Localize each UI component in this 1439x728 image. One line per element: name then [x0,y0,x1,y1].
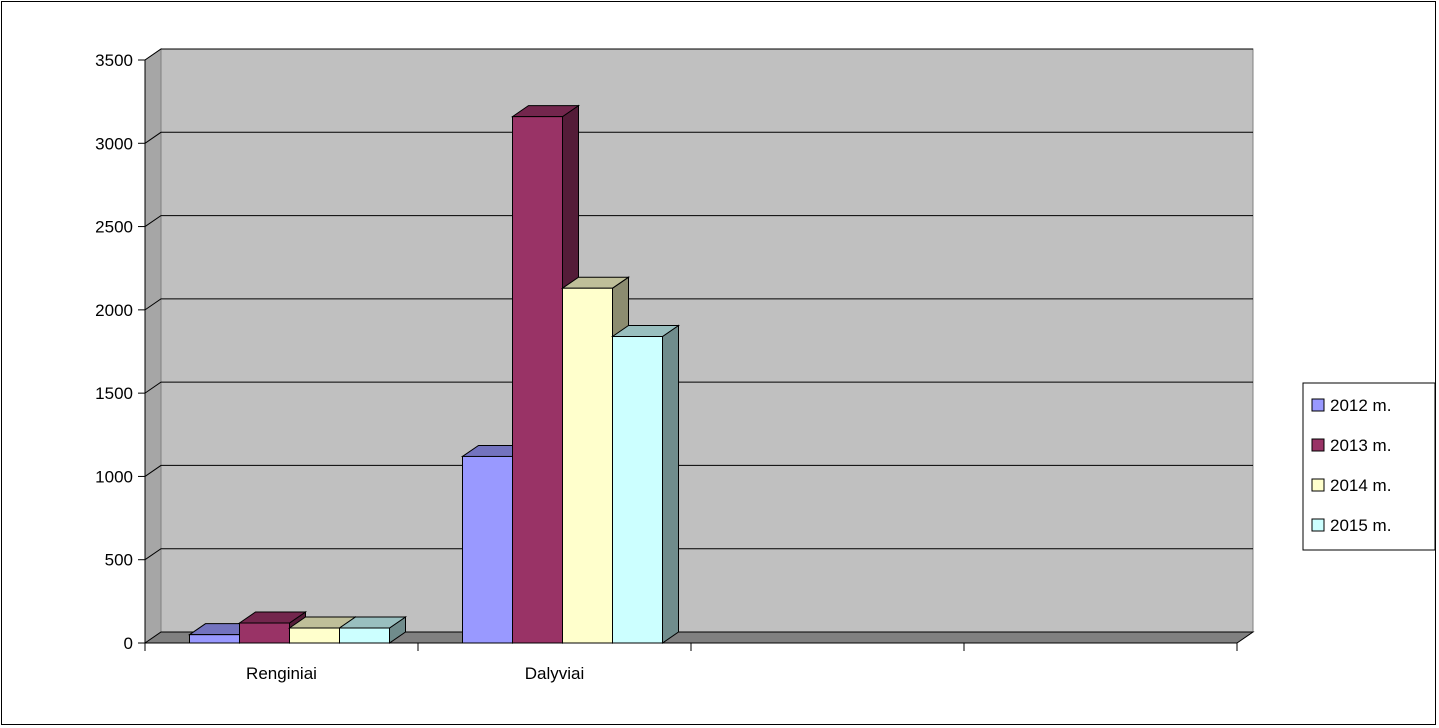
gridline [144,381,1253,394]
y-tick-label: 3000 [95,134,133,153]
y-tick-label: 3500 [95,51,133,70]
y-tick-label: 1500 [95,384,133,403]
bar-front [189,634,240,644]
legend-swatch [1311,518,1325,532]
y-tick-label: 1000 [95,467,133,486]
legend-label: 2015 m. [1330,516,1391,535]
legend-box [1302,382,1436,551]
legend-label: 2013 m. [1330,436,1391,455]
back-wall [160,48,1254,633]
y-tick-label: 2500 [95,218,133,237]
x-tick-label: Dalyviai [525,664,585,683]
y-tick-label: 2000 [95,301,133,320]
legend-swatch [1311,478,1325,492]
legend-swatch [1311,398,1325,412]
bar-front [462,455,513,644]
bar [337,616,408,644]
gridline [144,298,1253,311]
gridline [144,215,1253,227]
legend-swatch [1311,438,1325,452]
gridline [144,131,1253,144]
bar [610,324,681,644]
gridline [144,548,1253,561]
y-tick-label: 0 [124,634,133,653]
bar-front [239,622,290,644]
y-tick-label: 500 [105,551,133,570]
bar-side [662,324,679,644]
x-tick-label: Renginiai [246,664,317,683]
gridline [144,48,1253,61]
bar-front [339,627,390,644]
bar-front [512,116,563,644]
legend-label: 2012 m. [1330,396,1391,415]
bar-front [289,627,340,644]
gridline [144,464,1253,477]
legend-label: 2014 m. [1330,476,1391,495]
bar-front [562,287,613,644]
bar-front [612,336,663,644]
